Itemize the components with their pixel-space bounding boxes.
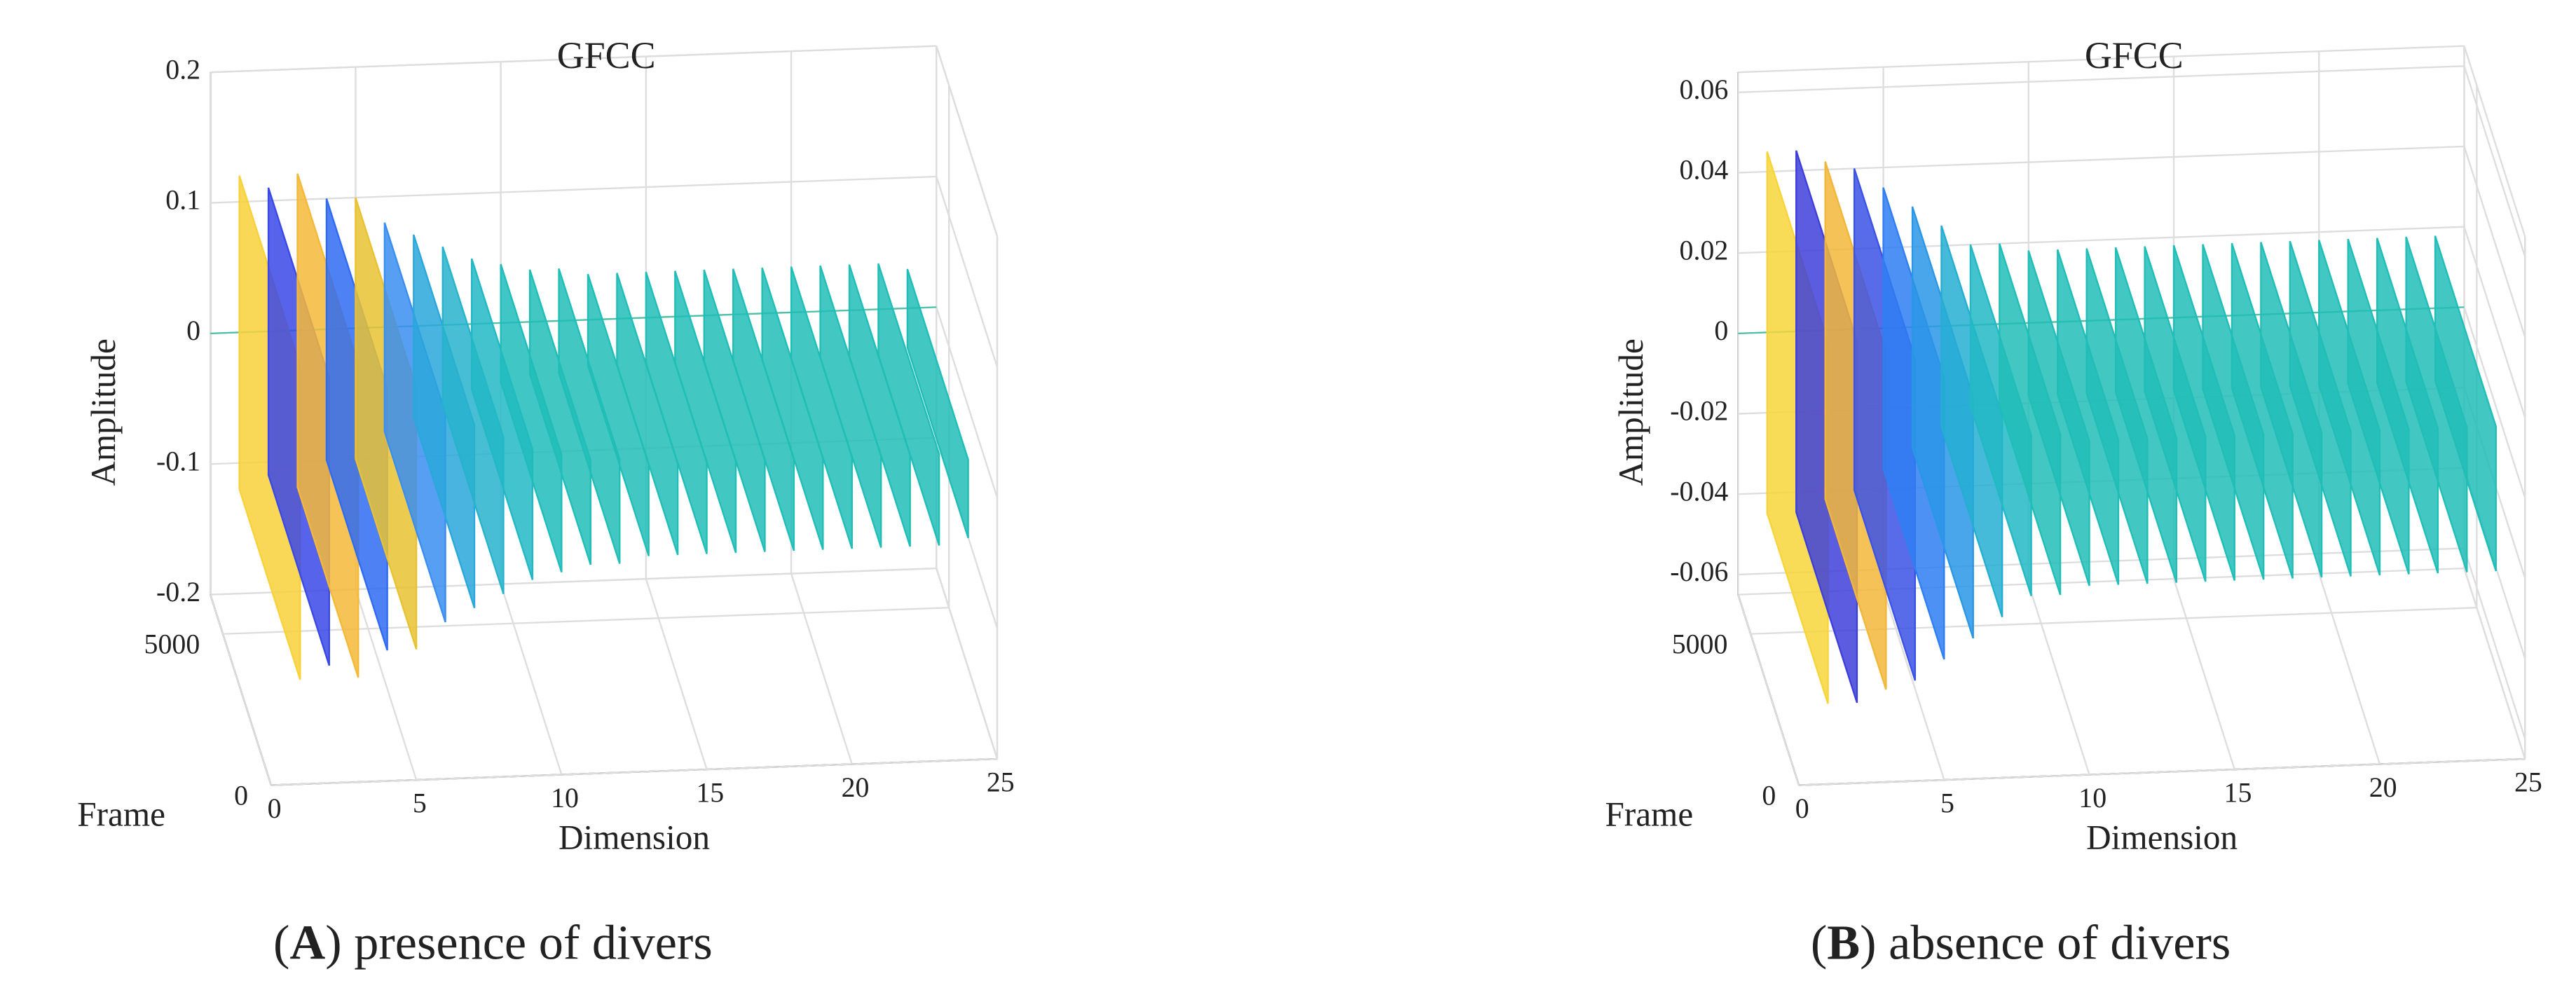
- surface-ridge: [761, 267, 824, 550]
- grid-line: [936, 568, 999, 760]
- surface-ridge: [645, 271, 708, 554]
- z-tick-label: 0: [186, 315, 200, 346]
- grid-line: [1737, 594, 1800, 785]
- chart-title: GFCC: [2085, 34, 2184, 76]
- z-tick-label: 0.04: [1680, 154, 1729, 186]
- surface-ridge: [2434, 235, 2497, 572]
- grid-line: [2463, 568, 2526, 760]
- box-edge: [1738, 45, 2465, 74]
- y-tick-label: 0: [1762, 779, 1776, 811]
- grid-line: [355, 589, 418, 781]
- z-tick-label: -0.2: [156, 576, 200, 608]
- grid-line: [2463, 146, 2526, 338]
- z-tick-label: -0.04: [1670, 475, 1728, 507]
- grid-line: [936, 46, 999, 237]
- grid-line: [2463, 548, 2526, 739]
- x-tick-label: 20: [2369, 771, 2397, 803]
- grid-line: [270, 757, 998, 786]
- x-tick-label: 5: [413, 788, 427, 819]
- x-tick-label: 10: [2078, 782, 2106, 814]
- x-tick-label: 0: [1795, 792, 1809, 824]
- grid-line: [500, 584, 563, 775]
- grid-line: [1882, 589, 1945, 781]
- x-axis-label: Dimension: [2086, 818, 2238, 857]
- grid-line: [936, 307, 999, 498]
- grid-line: [2318, 573, 2381, 764]
- grid-line: [210, 45, 937, 74]
- x-tick-label: 15: [2224, 777, 2252, 809]
- caption-part: (: [273, 916, 289, 970]
- surface-ridge: [587, 273, 650, 556]
- surface-ridge: [616, 273, 679, 556]
- x-tick-label: 5: [1940, 788, 1954, 819]
- y-tick-label: 0: [234, 779, 248, 811]
- z-tick-label: -0.02: [1670, 395, 1728, 427]
- z-tick-label: 0.06: [1680, 74, 1729, 105]
- caption-part: ) absence of divers: [1860, 916, 2231, 970]
- z-axis-label: Amplitude: [84, 338, 123, 486]
- z-tick-label: -0.1: [156, 445, 200, 476]
- surface-ridge: [674, 270, 737, 554]
- grid-line: [645, 578, 708, 770]
- z-axis-label: Amplitude: [1612, 338, 1650, 486]
- grid-line: [210, 594, 273, 785]
- surface-ridge: [790, 266, 854, 549]
- grid-line: [1799, 757, 2526, 786]
- surface-ridge: [848, 264, 911, 547]
- grid-line: [223, 607, 950, 635]
- grid-line: [790, 573, 853, 764]
- z-tick-label: 0.2: [165, 53, 200, 85]
- surface-ridge: [528, 269, 591, 565]
- surface-ridge: [703, 269, 766, 552]
- caption: (A) presence of divers: [273, 916, 713, 970]
- grid-line: [2172, 578, 2235, 770]
- chart-title: GFCC: [557, 34, 656, 76]
- x-tick-label: 20: [842, 771, 870, 803]
- x-axis-label: Dimension: [559, 818, 710, 857]
- x-tick-label: 25: [2514, 767, 2542, 798]
- caption-part: B: [1827, 916, 1860, 970]
- caption: (B) absence of divers: [1811, 916, 2231, 970]
- y-tick-label: 5000: [144, 629, 200, 660]
- z-tick-label: -0.06: [1670, 556, 1728, 587]
- grid-line: [2463, 226, 2526, 418]
- y-tick-label: 5000: [1672, 629, 1728, 660]
- grid-line: [210, 175, 937, 204]
- surface-ridge: [500, 263, 563, 573]
- caption-part: (: [1811, 916, 1827, 970]
- grid-line: [1738, 145, 2465, 174]
- surface-ridge: [471, 258, 534, 580]
- caption-part: A: [289, 916, 325, 970]
- surface-ridge: [732, 268, 795, 551]
- z-tick-label: 0.1: [165, 184, 200, 216]
- caption-part: ) presence of divers: [325, 916, 712, 970]
- box-edge: [2463, 46, 2526, 237]
- x-tick-label: 15: [696, 777, 724, 809]
- surface-ridge: [906, 268, 969, 539]
- grid-line: [2463, 307, 2526, 498]
- x-tick-label: 10: [551, 782, 579, 814]
- y-axis-label: Frame: [1605, 795, 1693, 834]
- z-tick-label: 0.02: [1680, 234, 1729, 266]
- y-axis-label: Frame: [77, 795, 165, 834]
- surface-ridge: [819, 265, 882, 548]
- surface-ridge: [558, 268, 621, 564]
- grid-line: [936, 176, 999, 368]
- grid-line: [1751, 607, 2477, 635]
- grid-line: [2027, 584, 2090, 775]
- grid-line: [1738, 65, 2465, 93]
- z-tick-label: 0: [1714, 315, 1728, 346]
- x-tick-label: 25: [987, 767, 1015, 798]
- x-tick-label: 0: [268, 792, 282, 824]
- surface-ridge: [877, 263, 940, 546]
- grid-line: [2463, 65, 2526, 257]
